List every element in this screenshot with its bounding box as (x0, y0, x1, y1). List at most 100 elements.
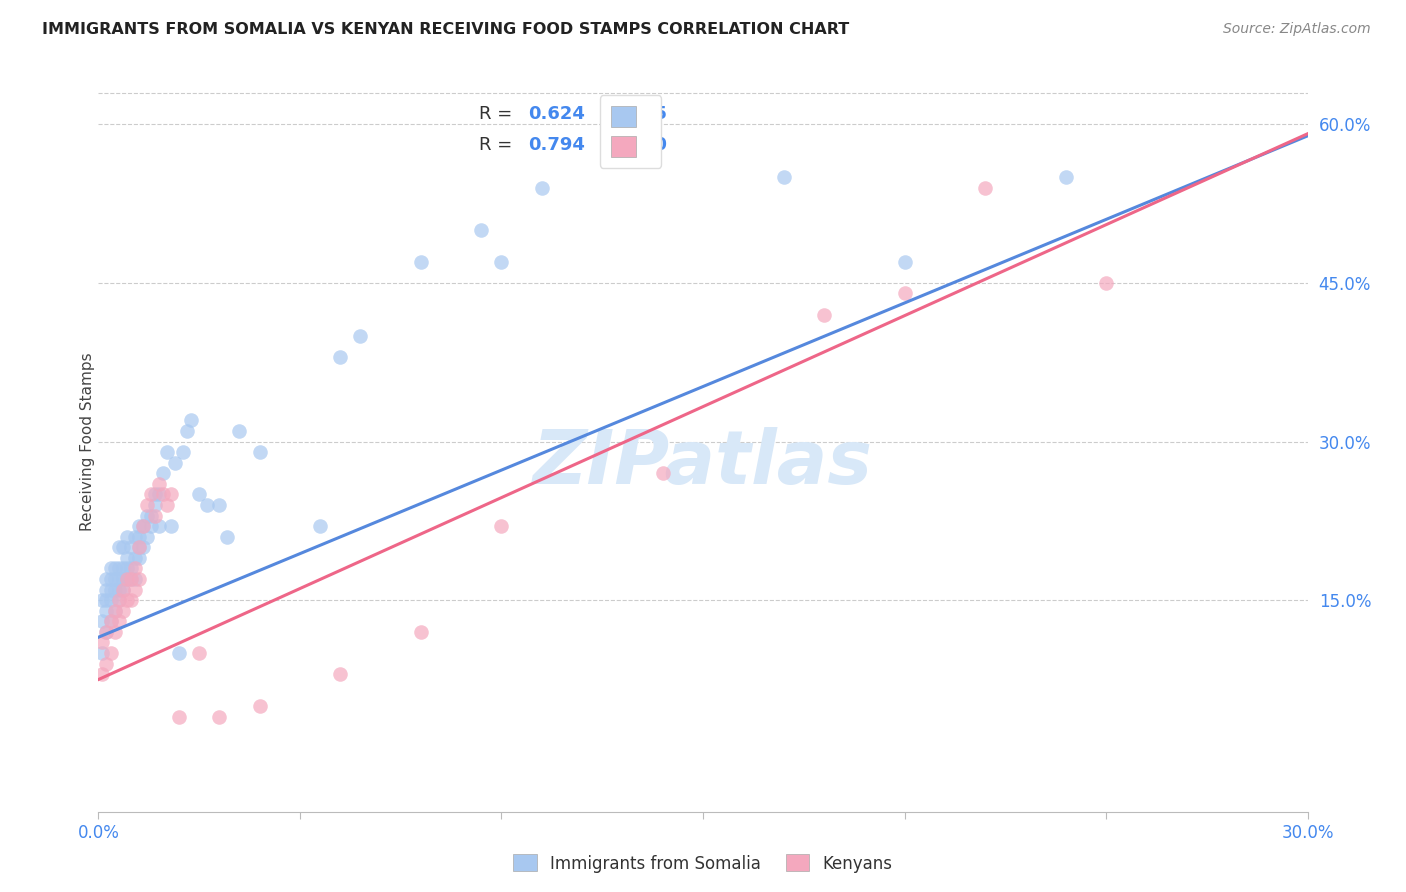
Point (148, 519, 170, 533)
Text: 75: 75 (643, 105, 668, 123)
Point (120, 572, 142, 586)
Point (813, 308, 835, 322)
Point (115, 593, 138, 607)
Point (163, 456, 186, 470)
Text: R =: R = (479, 105, 519, 123)
Point (107, 615, 129, 629)
Point (167, 709, 190, 723)
Point (124, 550, 146, 565)
Text: IMMIGRANTS FROM SOMALIA VS KENYAN RECEIVING FOOD STAMPS CORRELATION CHART: IMMIGRANTS FROM SOMALIA VS KENYAN RECEIV… (42, 22, 849, 37)
Point (128, 519, 150, 533)
Point (893, 254, 915, 268)
Point (148, 476, 170, 491)
Point (111, 541, 134, 555)
Point (176, 424, 198, 438)
Point (120, 541, 142, 555)
Point (115, 561, 138, 575)
Point (143, 508, 166, 523)
Point (111, 561, 134, 575)
Point (96, 624, 118, 639)
Point (132, 541, 155, 555)
Point (111, 572, 134, 586)
Point (100, 646, 122, 660)
Point (156, 445, 179, 459)
Point (100, 561, 122, 575)
Point (100, 582, 122, 597)
Point (135, 530, 157, 544)
Point (195, 498, 218, 512)
Point (188, 646, 211, 660)
Point (329, 350, 352, 364)
Point (143, 487, 166, 501)
Point (530, 180, 553, 194)
Text: Source: ZipAtlas.com: Source: ZipAtlas.com (1223, 22, 1371, 37)
Point (103, 624, 125, 639)
Point (309, 519, 332, 533)
Point (91, 667, 114, 681)
Point (100, 615, 122, 629)
Point (249, 698, 271, 713)
Point (409, 624, 432, 639)
Point (172, 445, 194, 459)
Point (107, 593, 129, 607)
Point (107, 541, 129, 555)
Point (143, 498, 166, 512)
Point (772, 170, 794, 185)
Point (128, 572, 150, 586)
Point (107, 593, 129, 607)
Point (100, 615, 122, 629)
Point (128, 530, 150, 544)
Legend: , : , (600, 95, 661, 168)
Point (103, 572, 125, 586)
Point (135, 508, 157, 523)
Point (107, 582, 129, 597)
Point (124, 561, 146, 575)
Point (96, 624, 118, 639)
Point (1054, 170, 1077, 185)
Point (115, 550, 138, 565)
Point (139, 519, 162, 533)
Point (491, 519, 513, 533)
Point (96, 582, 118, 597)
Point (208, 498, 231, 512)
Text: 0.624: 0.624 (527, 105, 585, 123)
Point (111, 582, 134, 597)
Point (612, 138, 634, 153)
Text: N =: N = (582, 136, 640, 154)
Point (103, 604, 125, 618)
Point (1095, 276, 1118, 290)
Point (217, 530, 239, 544)
Point (152, 467, 174, 481)
Point (100, 572, 122, 586)
Point (974, 180, 997, 194)
Point (132, 519, 155, 533)
Point (103, 582, 125, 597)
Point (160, 487, 183, 501)
Point (152, 487, 174, 501)
Point (120, 572, 142, 586)
Point (96, 657, 118, 671)
Point (120, 561, 142, 575)
Text: 40: 40 (643, 136, 668, 154)
Y-axis label: Receiving Food Stamps: Receiving Food Stamps (80, 352, 94, 531)
Text: ZIPatlas: ZIPatlas (533, 427, 873, 500)
Point (103, 561, 125, 575)
Point (409, 254, 432, 268)
Point (156, 498, 179, 512)
Point (893, 286, 915, 301)
Point (188, 487, 211, 501)
Point (128, 541, 150, 555)
Point (160, 519, 183, 533)
Point (96, 604, 118, 618)
Point (124, 582, 146, 597)
Point (91, 635, 114, 649)
Text: N =: N = (582, 105, 640, 123)
Text: 0.794: 0.794 (527, 136, 585, 154)
Point (470, 223, 492, 237)
Point (491, 254, 513, 268)
Point (249, 445, 271, 459)
Point (139, 508, 162, 523)
Legend: Immigrants from Somalia, Kenyans: Immigrants from Somalia, Kenyans (506, 847, 900, 880)
Point (135, 498, 157, 512)
Point (91, 646, 114, 660)
